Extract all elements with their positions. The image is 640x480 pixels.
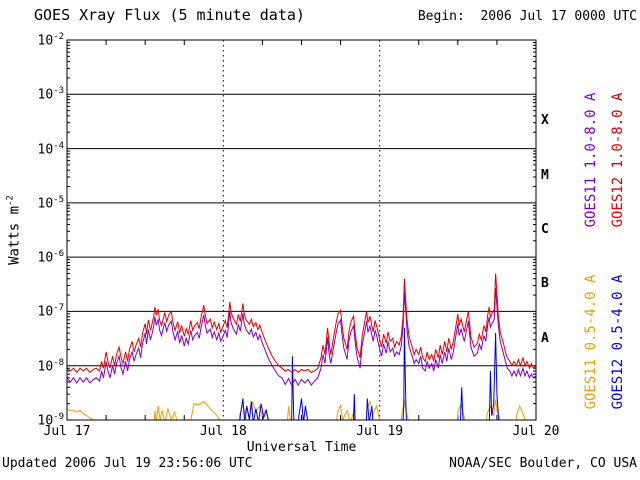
y-tick-label: 10-8: [37, 357, 65, 375]
flare-class-c: C: [541, 222, 549, 237]
y-tick-label: 10-7: [37, 303, 65, 320]
flare-class-b: B: [541, 276, 549, 292]
legend-goes11_long: GOES11 1.0-8.0 A: [583, 92, 599, 228]
flare-class-m: M: [541, 167, 549, 183]
plot-border: [66, 39, 537, 421]
flare-class-a: A: [541, 330, 549, 346]
x-tick-label: Jul 19: [356, 424, 404, 439]
y-axis-title-exponent: -2: [5, 195, 16, 206]
series-path-goes12_long: [67, 273, 536, 374]
legend-goes12_short: GOES12 0.5-4.0 A: [610, 274, 626, 410]
y-tick-label: 10-6: [37, 249, 65, 266]
x-axis-title: Universal Time: [246, 440, 357, 455]
x-tick-label: Jul 18: [199, 424, 247, 439]
flare-class-x: X: [541, 113, 549, 129]
chart-title: GOES Xray Flux (5 minute data): [34, 6, 305, 24]
y-tick-label: 10-5: [37, 194, 65, 212]
x-tick-label: Jul 20: [512, 424, 560, 439]
x-tick-label: Jul 17: [43, 424, 91, 439]
y-tick-label: 10-3: [37, 86, 65, 103]
legend-goes12_long: GOES12 1.0-8.0 A: [610, 92, 626, 228]
legend-goes11_short: GOES11 0.5-4.0 A: [583, 274, 599, 410]
y-tick-label: 10-2: [37, 32, 65, 49]
series-path-goes11_long: [67, 287, 536, 387]
updated-timestamp: Updated 2006 Jul 19 23:56:06 UTC: [2, 456, 253, 471]
series-path-goes11_short: [67, 399, 526, 420]
credit-label: NOAA/SEC Boulder, CO USA: [449, 456, 637, 471]
y-tick-label: 10-4: [37, 140, 65, 157]
begin-timestamp: Begin: 2006 Jul 17 0000 UTC: [417, 9, 637, 24]
y-tick-label: 10-9: [37, 412, 65, 429]
